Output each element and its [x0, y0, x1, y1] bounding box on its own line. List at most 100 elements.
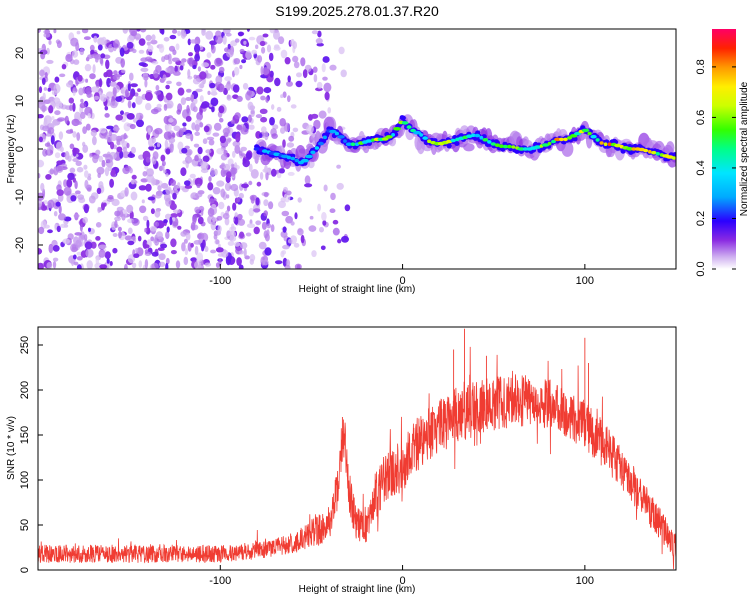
noise-blob: [224, 84, 233, 89]
ridge-core: [466, 134, 473, 138]
ridge-core: [595, 138, 600, 142]
noise-blob: [184, 248, 189, 256]
noise-blob: [105, 69, 113, 78]
noise-blob: [163, 37, 170, 42]
noise-blob: [47, 87, 52, 92]
noise-blob: [260, 95, 266, 101]
noise-blob: [195, 192, 203, 198]
noise-blob: [48, 40, 52, 45]
colorbar-tick-label: 0.2: [695, 211, 707, 226]
noise-blob: [321, 63, 326, 73]
noise-blob: [207, 90, 211, 95]
ridge-core: [413, 130, 422, 135]
noise-blob: [323, 82, 332, 93]
noise-blob: [38, 114, 44, 119]
noise-blob: [238, 264, 244, 269]
noise-blob: [251, 49, 258, 55]
noise-blob: [176, 131, 183, 138]
noise-blob: [313, 74, 318, 83]
noise-blob: [304, 183, 313, 188]
noise-blob: [67, 155, 72, 162]
ridge-core: [626, 147, 633, 151]
noise-blob: [207, 207, 215, 217]
noise-blob: [58, 131, 64, 140]
noise-blob: [57, 117, 66, 122]
noise-blob: [88, 195, 96, 204]
noise-blob: [56, 40, 62, 49]
noise-blob: [287, 75, 291, 83]
ridge-core: [314, 146, 320, 150]
noise-blob: [276, 172, 282, 179]
noise-blob: [199, 71, 207, 80]
noise-blob: [263, 210, 269, 217]
noise-blob: [112, 126, 120, 131]
noise-blob: [127, 83, 131, 92]
noise-blob: [131, 179, 135, 185]
noise-blob: [154, 209, 161, 218]
noise-blob: [194, 155, 199, 162]
noise-blob: [109, 261, 113, 266]
noise-blob: [243, 40, 247, 45]
noise-blob: [180, 231, 188, 237]
noise-blob: [256, 181, 262, 187]
noise-blob: [236, 197, 241, 203]
noise-blob: [300, 234, 305, 244]
noise-blob: [134, 92, 139, 97]
noise-blob: [110, 141, 115, 150]
snr-ytick-label: 0: [19, 567, 31, 573]
noise-blob: [170, 213, 178, 218]
noise-blob: [119, 47, 125, 57]
noise-blob: [38, 248, 43, 255]
noise-blob: [232, 150, 236, 158]
noise-blob: [285, 215, 293, 224]
noise-blob: [294, 263, 302, 269]
noise-blob: [194, 245, 199, 256]
noise-blob: [79, 223, 83, 232]
noise-blob: [158, 253, 166, 261]
noise-blob: [262, 168, 270, 173]
ridge-core: [554, 137, 561, 142]
noise-blob: [90, 241, 97, 249]
noise-blob: [80, 98, 84, 103]
noise-blob: [217, 83, 225, 93]
noise-blob: [332, 227, 340, 236]
noise-blob: [308, 225, 317, 232]
noise-blob: [201, 29, 206, 33]
noise-blob: [160, 243, 168, 249]
noise-blob: [165, 67, 171, 73]
ridge-core: [337, 135, 345, 139]
noise-blob: [269, 116, 275, 126]
noise-blob: [189, 173, 196, 179]
noise-blob: [172, 217, 176, 222]
noise-blob: [155, 84, 160, 91]
snr-frame: [37, 326, 677, 571]
noise-blob: [44, 142, 51, 147]
noise-blob: [317, 30, 322, 38]
noise-blob: [315, 38, 323, 44]
noise-blob: [76, 30, 81, 35]
noise-blob: [101, 36, 107, 46]
noise-blob: [285, 190, 292, 196]
noise-blob: [172, 49, 177, 56]
noise-blob: [54, 76, 60, 83]
noise-blob: [123, 132, 127, 140]
noise-blob: [53, 29, 57, 34]
ridge-core: [599, 141, 604, 145]
noise-blob: [151, 251, 159, 257]
snr-xtick-label: -100: [209, 575, 231, 587]
noise-blob: [166, 226, 170, 233]
noise-blob: [127, 227, 133, 235]
noise-blob: [110, 169, 116, 177]
noise-blob: [53, 83, 61, 94]
noise-blob: [47, 199, 55, 209]
ridge-core: [365, 139, 373, 143]
ridge-core: [286, 155, 291, 160]
noise-blob: [172, 209, 181, 214]
noise-blob: [109, 178, 114, 188]
ridge-core: [511, 145, 516, 149]
ridge-core: [310, 150, 316, 155]
ridge-core: [631, 147, 637, 151]
noise-blob: [104, 167, 109, 177]
noise-blob: [113, 39, 120, 49]
noise-blob: [147, 196, 156, 201]
